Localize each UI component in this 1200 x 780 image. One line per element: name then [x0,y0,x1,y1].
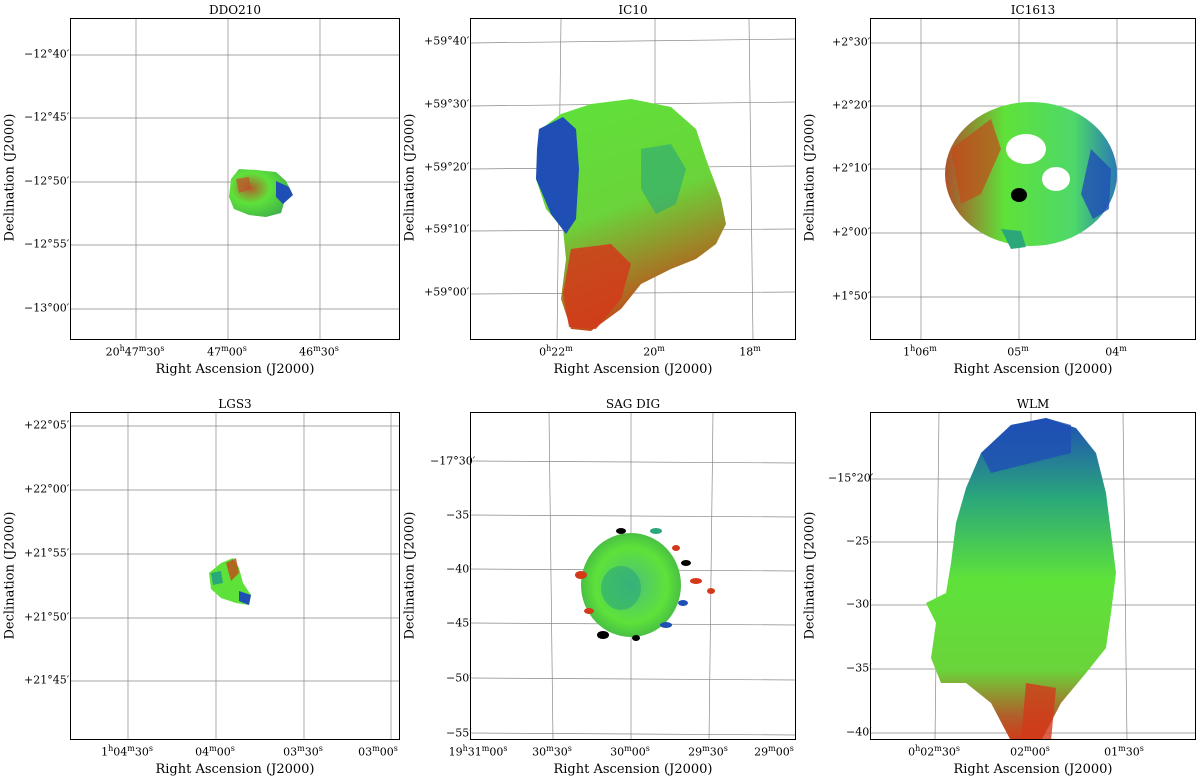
panel-title-wlm: WLM [1016,397,1050,411]
y-axis-label-sagdig: Declination (J2000) [402,511,418,640]
ytick: +2°00′ [832,225,871,239]
ytick: −35′ [846,661,872,675]
map-ddo210 [70,18,400,340]
ytick: −12°45′ [24,110,70,124]
map-ic1613 [870,18,1196,340]
ytick: +2°30′ [832,35,871,49]
xtick: 0h22m [539,344,573,359]
map-lgs3 [70,412,400,740]
panel-title-sagdig: SAG DIG [605,397,661,411]
ytick: −35′ [446,508,472,522]
xtick: 29m30s [688,744,728,759]
xtick: 30m00s [610,744,650,759]
map-ic10 [470,18,796,340]
ytick: −13°00′ [24,301,70,315]
xtick: 47m00s [207,344,247,359]
ytick: +1°50′ [832,289,871,303]
xtick: 05m [1007,344,1029,359]
y-axis-label-lgs3: Declination (J2000) [2,511,18,640]
panel-title-ic10: IC10 [618,3,648,17]
ytick: −30′ [846,597,872,611]
xtick: 18m [739,344,761,359]
ytick: +59°10′ [424,222,470,236]
x-axis-label-sagdig: Right Ascension (J2000) [553,762,713,777]
xtick: 01m30s [1104,744,1144,759]
y-axis-label-ic10: Declination (J2000) [402,113,418,242]
xtick: 02m00s [1010,744,1050,759]
xtick: 30m30s [532,744,572,759]
ytick: +59°20′ [424,160,470,174]
ytick: +2°20′ [832,98,871,112]
panel-title-ddo210: DDO210 [209,3,261,17]
x-axis-label-ddo210: Right Ascension (J2000) [155,362,315,377]
ytick: −40′ [446,562,472,576]
y-axis-label-ic1613: Declination (J2000) [802,113,818,242]
ytick: −15°20′ [828,471,874,485]
ytick: −12°50′ [24,174,70,188]
map-sagdig [470,412,796,740]
x-axis-label-wlm: Right Ascension (J2000) [953,762,1113,777]
ytick: −50′ [446,671,472,685]
xtick: 04m [1105,344,1127,359]
x-axis-label-ic10: Right Ascension (J2000) [553,362,713,377]
xtick: 1h06m [903,344,937,359]
ytick: −45′ [446,616,472,630]
panel-title-lgs3: LGS3 [218,397,252,411]
panel-title-ic1613: IC1613 [1010,3,1056,17]
ytick: +59°30′ [424,97,470,111]
ytick: −12°40′ [24,47,70,61]
xtick: 29m00s [754,744,794,759]
xtick: 0h02m30s [908,744,960,759]
ytick: +21°50′ [24,610,70,624]
ytick: +22°05′ [24,418,70,432]
xtick: 1h04m30s [101,744,153,759]
map-wlm [870,412,1196,740]
ytick: −25′ [846,534,872,548]
ytick: −40′ [846,725,872,739]
ytick: −12°55′ [24,237,70,251]
ytick: +21°55′ [24,546,70,560]
ytick: +59°40′ [424,34,470,48]
x-axis-label-lgs3: Right Ascension (J2000) [155,762,315,777]
velocity-map-sagdig [471,413,795,739]
xtick: 03m30s [283,744,323,759]
velocity-map-ddo210 [71,19,399,339]
ytick: +22°00′ [24,482,70,496]
ytick: −17°30′ [430,454,476,468]
xtick: 03m00s [358,744,398,759]
xtick: 04m00s [195,744,235,759]
velocity-map-lgs3 [71,413,399,739]
ytick: +2°10′ [832,161,871,175]
velocity-map-ic10 [471,19,795,339]
y-axis-label-ddo210: Declination (J2000) [2,113,18,242]
ytick: +59°00′ [424,285,470,299]
xtick: 46m30s [299,344,339,359]
xtick: 19h31m00s [448,744,508,759]
ytick: −55′ [446,726,472,740]
xtick: 20h47m30s [105,344,165,359]
velocity-map-ic1613 [871,19,1195,339]
y-axis-label-wlm: Declination (J2000) [802,511,818,640]
xtick: 20m [643,344,665,359]
velocity-map-wlm [871,413,1195,739]
x-axis-label-ic1613: Right Ascension (J2000) [953,362,1113,377]
ytick: +21°45′ [24,673,70,687]
